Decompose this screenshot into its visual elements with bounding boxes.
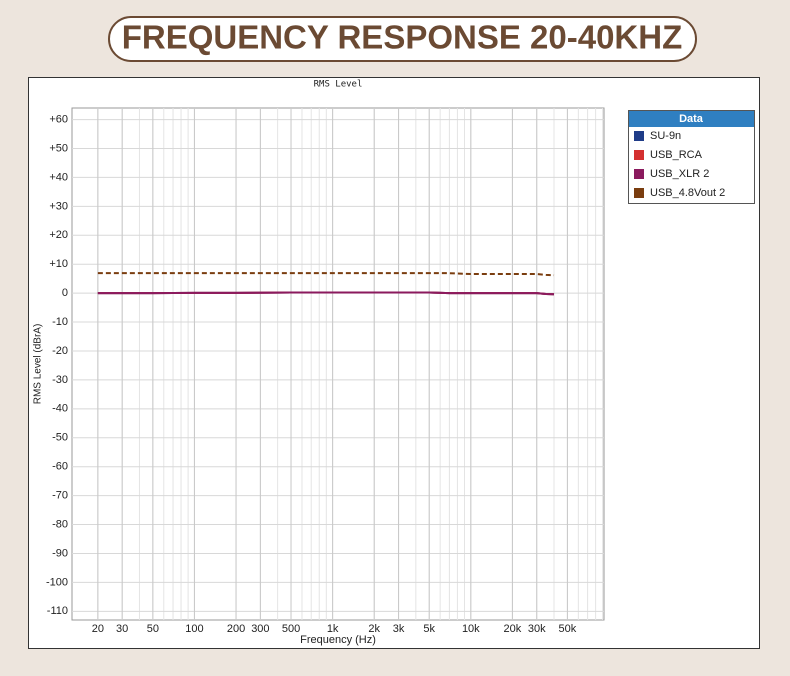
plot-area	[71, 107, 605, 621]
x-tick-label: 300	[251, 623, 269, 635]
y-tick-label: +20	[49, 229, 68, 241]
series-line	[97, 272, 555, 277]
legend-header	[629, 111, 754, 127]
x-tick-label: 10k	[462, 623, 480, 635]
x-tick-label: 30k	[528, 623, 546, 635]
x-tick-label: 30	[116, 623, 128, 635]
y-tick-label: -60	[52, 461, 68, 473]
x-tick-label: 20k	[504, 623, 522, 635]
legend-label: USB_XLR 2	[650, 168, 709, 180]
title-pill	[108, 16, 697, 62]
y-tick-label: +60	[49, 113, 68, 125]
series-line	[97, 291, 555, 296]
y-tick-label: -110	[47, 605, 68, 617]
y-tick-label: -10	[52, 316, 68, 328]
legend-swatch	[634, 131, 644, 141]
x-tick-label: 50	[147, 623, 159, 635]
y-tick-label: +40	[49, 171, 68, 183]
y-axis-label: RMS Level (dBrA)	[33, 324, 44, 405]
y-tick-label: -80	[52, 518, 68, 530]
x-tick-label: 20	[92, 623, 104, 635]
y-tick-label: -20	[52, 345, 68, 357]
y-tick-label: -40	[52, 403, 68, 415]
legend-title: Data	[679, 113, 704, 125]
y-tick-label: -70	[52, 490, 68, 502]
page-title: FREQUENCY RESPONSE 20-40KHZ	[122, 19, 683, 56]
x-axis-label: Frequency (Hz)	[300, 634, 376, 646]
x-tick-label: 3k	[393, 623, 405, 635]
x-tick-label: 200	[227, 623, 245, 635]
chart-title: RMS Level	[314, 80, 363, 90]
legend-swatch	[634, 169, 644, 179]
y-tick-label: +50	[49, 142, 68, 154]
legend-label: USB_4.8Vout 2	[650, 187, 725, 199]
x-tick-label: 5k	[423, 623, 435, 635]
x-tick-label: 500	[282, 623, 300, 635]
legend-label: USB_RCA	[650, 149, 703, 161]
y-tick-label: -90	[52, 547, 68, 559]
y-tick-label: -30	[52, 374, 68, 386]
legend-swatch	[634, 150, 644, 160]
x-tick-label: 50k	[559, 623, 577, 635]
y-tick-label: +10	[49, 258, 68, 270]
x-tick-label: 2k	[368, 623, 380, 635]
x-tick-label: 100	[185, 623, 203, 635]
y-tick-label: +30	[49, 200, 68, 212]
x-tick-label: 1k	[327, 623, 339, 635]
legend-swatch	[634, 188, 644, 198]
y-tick-label: -100	[46, 576, 68, 588]
y-tick-label: 0	[62, 287, 68, 299]
legend-label: SU-9n	[650, 130, 681, 142]
y-tick-label: -50	[52, 432, 68, 444]
